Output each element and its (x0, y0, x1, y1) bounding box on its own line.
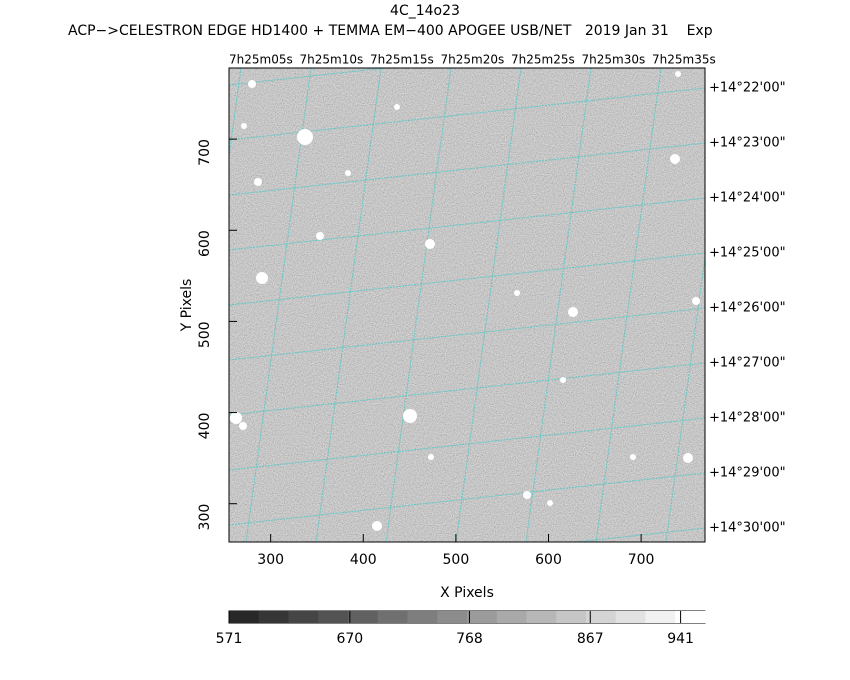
dec-grid-line (229, 362, 705, 416)
dec-tick-label: +14°26'00" (709, 301, 786, 316)
star (297, 129, 313, 145)
x-tick-label: 700 (628, 552, 655, 568)
star (683, 453, 693, 463)
star (254, 178, 262, 186)
star (670, 154, 680, 164)
ra-tick-label: 7h25m10s (300, 53, 364, 67)
stars (230, 71, 700, 531)
dec-tick-label: +14°30'00" (709, 521, 786, 536)
ra-grid-line (385, 68, 452, 542)
ra-tick-label: 7h25m25s (511, 53, 575, 67)
star (425, 239, 435, 249)
colorbar-segment (229, 611, 260, 623)
dec-tick-label: +14°28'00" (709, 411, 786, 426)
colorbar-segment (318, 611, 349, 623)
x-tick-label: 500 (443, 552, 470, 568)
dec-tick-label: +14°25'00" (709, 246, 786, 261)
ra-grid-line (245, 68, 312, 542)
colorbar-tick-label: 571 (216, 631, 243, 647)
star (394, 104, 400, 110)
colorbar-segment (407, 611, 438, 623)
ra-tick-label: 7h25m05s (229, 53, 293, 67)
colorbar-segment (288, 611, 319, 623)
x-axis-label: X Pixels (440, 585, 494, 601)
ra-grid-line (525, 68, 592, 542)
dec-grid-line (229, 417, 705, 471)
colorbar-segment (496, 611, 527, 623)
ra-tick-label: 7h25m20s (441, 53, 505, 67)
star (523, 491, 531, 499)
colorbar-segment (556, 611, 587, 623)
dec-tick-label: +14°23'00" (709, 136, 786, 151)
ra-tick-label: 7h25m35s (652, 53, 716, 67)
colorbar-segment (437, 611, 468, 623)
colorbar-segment (645, 611, 676, 623)
star (568, 307, 578, 317)
colorbar-tick-label: 867 (577, 631, 604, 647)
star (256, 272, 268, 284)
dec-grid-line (229, 197, 705, 251)
y-tick-label: 600 (197, 230, 213, 257)
y-tick-label: 700 (197, 139, 213, 166)
dec-grid-line (229, 252, 705, 306)
star (428, 454, 434, 460)
star (241, 123, 247, 129)
colorbar-segment (675, 611, 706, 623)
star (239, 422, 247, 430)
dec-grid-line (229, 472, 705, 526)
ra-grid-line (106, 68, 171, 542)
star (403, 409, 417, 423)
ra-grid-line (595, 68, 662, 542)
plot-frame (228, 67, 706, 543)
colorbar-tick-label: 941 (667, 631, 694, 647)
coordinate-grid (106, 68, 705, 542)
colorbar-segment (586, 611, 617, 623)
star (675, 71, 681, 77)
dec-tick-label: +14°24'00" (709, 191, 786, 206)
dec-grid-line (572, 527, 705, 542)
colorbar-tick-label: 670 (336, 631, 363, 647)
chart-subtitle: ACP−>CELESTRON EDGE HD1400 + TEMMA EM−40… (68, 23, 713, 39)
sky-image (229, 68, 705, 542)
star (248, 80, 256, 88)
star (547, 500, 553, 506)
chart-title: 4C_14o23 (390, 3, 460, 19)
ra-tick-label: 7h25m30s (582, 53, 646, 67)
star (630, 454, 636, 460)
y-tick-label: 500 (197, 321, 213, 348)
x-tick-label: 400 (350, 552, 377, 568)
ra-grid-line (229, 68, 242, 160)
dec-tick-label: +14°22'00" (709, 81, 786, 96)
star (560, 377, 566, 383)
star (316, 232, 324, 240)
dec-tick-label: +14°29'00" (709, 466, 786, 481)
colorbar-tick-label: 768 (456, 631, 483, 647)
y-axis-label: Y Pixels (179, 279, 195, 333)
ra-tick-label: 7h25m15s (370, 53, 434, 67)
star (372, 521, 382, 531)
dec-grid-line (229, 307, 705, 361)
colorbar-segment (526, 611, 557, 623)
x-tick-label: 600 (535, 552, 562, 568)
colorbar-segment (615, 611, 646, 623)
colorbar-segment (377, 611, 408, 623)
star (514, 290, 520, 296)
dec-tick-label: +14°27'00" (709, 356, 786, 371)
dec-grid-line (229, 142, 705, 196)
y-tick-label: 300 (197, 504, 213, 531)
colorbar-segment (258, 611, 289, 623)
star (692, 297, 700, 305)
star (230, 412, 242, 424)
colorbar-segment (348, 611, 379, 623)
colorbar-segment (467, 611, 498, 623)
x-tick-label: 300 (257, 552, 284, 568)
star (345, 170, 351, 176)
ra-grid-line (455, 68, 522, 542)
y-tick-label: 400 (197, 413, 213, 440)
ra-grid-line (315, 68, 382, 542)
dec-grid-line (229, 68, 390, 86)
